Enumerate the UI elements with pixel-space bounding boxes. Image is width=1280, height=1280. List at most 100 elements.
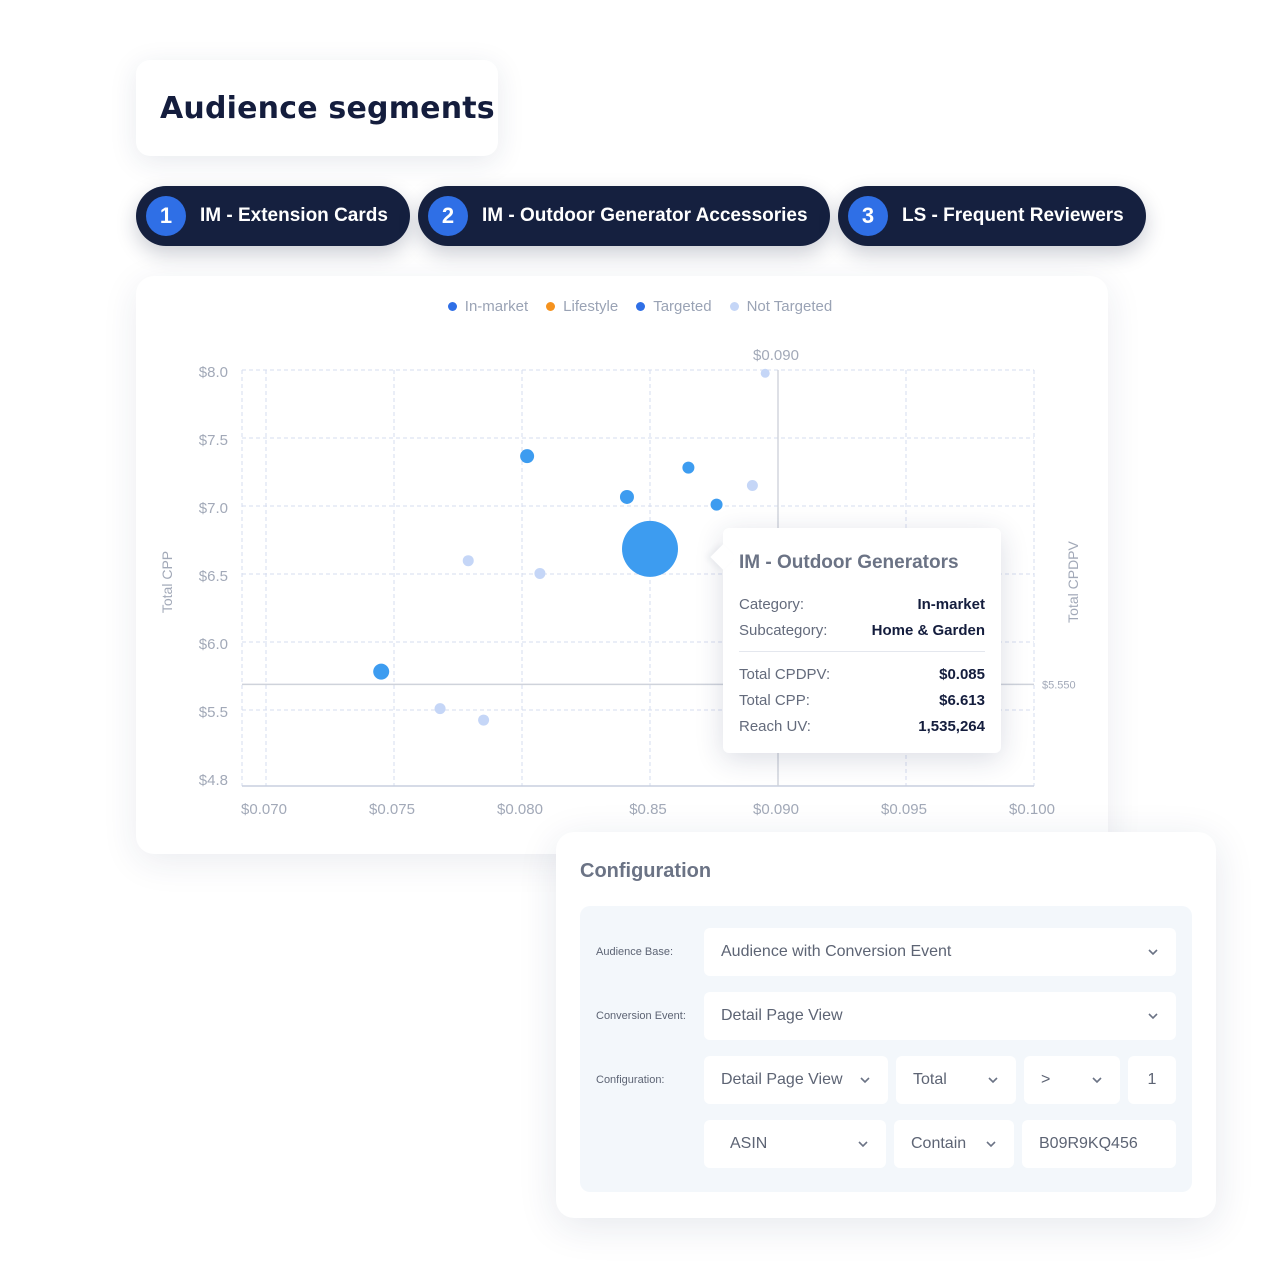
- aggregate-value: Total: [913, 1071, 947, 1088]
- legend-item-lifestyle[interactable]: Lifestyle: [546, 298, 618, 315]
- aggregate-select[interactable]: Total: [896, 1056, 1016, 1104]
- audience-base-value: Audience with Conversion Event: [721, 943, 952, 960]
- config-event-select[interactable]: Detail Page View: [704, 1056, 888, 1104]
- tooltip-key: Total CPDPV:: [739, 666, 831, 683]
- match-value: Contain: [911, 1135, 967, 1152]
- x-tick-label: $0.090: [753, 801, 799, 818]
- configuration-panel: Audience Base: Audience with Conversion …: [580, 906, 1192, 1192]
- legend-item-not-targeted[interactable]: Not Targeted: [729, 298, 833, 315]
- tooltip-key: Reach UV:: [739, 718, 811, 735]
- tooltip-key: Total CPP:: [739, 692, 810, 709]
- tooltip-row: Subcategory: Home & Garden: [739, 622, 985, 639]
- segment-pill-3[interactable]: 3 LS - Frequent Reviewers: [838, 186, 1146, 246]
- not-targeted-point: [434, 703, 446, 715]
- operator-select[interactable]: >: [1024, 1056, 1120, 1104]
- conversion-event-label: Conversion Event:: [596, 1010, 686, 1022]
- legend-dot-icon: [447, 302, 457, 311]
- legend-label: In-market: [464, 298, 529, 315]
- audience-base-label: Audience Base:: [596, 946, 674, 958]
- tooltip-key: Subcategory:: [739, 622, 828, 639]
- y-tick-label: $5.5: [199, 704, 228, 721]
- configuration-row-label: Configuration:: [596, 1074, 665, 1086]
- tooltip-value: $0.085: [939, 666, 985, 683]
- legend-item-in-market[interactable]: In-market: [447, 298, 529, 315]
- legend-label: Not Targeted: [746, 298, 833, 315]
- targeted-point: [622, 520, 678, 577]
- legend-label: Lifestyle: [563, 298, 619, 315]
- x-tick-label: $0.100: [1009, 801, 1055, 818]
- not-targeted-point: [462, 555, 474, 567]
- segment-label: LS - Frequent Reviewers: [902, 205, 1124, 226]
- not-targeted-point: [760, 368, 770, 378]
- tooltip-value: 1,535,264: [918, 718, 985, 735]
- config-event-value: Detail Page View: [721, 1071, 843, 1088]
- legend-dot-icon: [636, 302, 646, 311]
- y-tick-label: $6.0: [199, 636, 228, 653]
- tooltip-divider: [739, 651, 985, 652]
- tooltip-value: $6.613: [939, 692, 985, 709]
- y-tick-label: $7.0: [199, 500, 228, 517]
- y-tick-label: $6.5: [199, 568, 228, 585]
- asin-value: B09R9KQ456: [1039, 1135, 1138, 1152]
- y-axis-title: Total CPP: [159, 551, 175, 613]
- attribute-select[interactable]: ASIN: [704, 1120, 886, 1168]
- audience-base-select[interactable]: Audience with Conversion Event: [704, 928, 1176, 976]
- segment-number-badge: 3: [848, 196, 888, 236]
- y-tick-label: $7.5: [199, 432, 228, 449]
- chevron-down-icon: [1092, 1077, 1102, 1084]
- x-tick-label: $0.075: [369, 801, 415, 818]
- segment-number-badge: 1: [146, 196, 186, 236]
- chevron-down-icon: [988, 1077, 998, 1084]
- match-select[interactable]: Contain: [894, 1120, 1014, 1168]
- tooltip-row: Category: In-market: [739, 596, 985, 613]
- targeted-point: [520, 449, 535, 464]
- conversion-event-select[interactable]: Detail Page View: [704, 992, 1176, 1040]
- configuration-card: Configuration Audience Base: Audience wi…: [556, 832, 1216, 1218]
- page-title: Audience segments: [160, 90, 495, 126]
- tooltip-value: In-market: [917, 596, 985, 613]
- count-value: 1: [1147, 1071, 1157, 1088]
- targeted-point: [682, 461, 695, 474]
- chevron-down-icon: [986, 1141, 996, 1148]
- targeted-point: [710, 498, 723, 511]
- y-tick-label: $4.8: [199, 772, 228, 789]
- chart-tooltip: IM - Outdoor Generators Category: In-mar…: [723, 528, 1001, 753]
- tooltip-key: Category:: [739, 596, 805, 613]
- tooltip-row: Reach UV: 1,535,264: [739, 718, 985, 735]
- y2-axis-title: Total CPDPV: [1065, 540, 1081, 622]
- chart-legend: In-market Lifestyle Targeted Not Targete…: [0, 298, 1280, 315]
- count-input[interactable]: 1: [1128, 1056, 1176, 1104]
- reference-label-y: $5.550: [1042, 679, 1076, 691]
- y-tick-label: $8.0: [199, 364, 228, 381]
- legend-item-targeted[interactable]: Targeted: [636, 298, 712, 315]
- tooltip-value: Home & Garden: [871, 622, 985, 639]
- segment-number-badge: 2: [428, 196, 468, 236]
- legend-dot-icon: [729, 302, 739, 311]
- conversion-event-value: Detail Page View: [721, 1007, 843, 1024]
- targeted-point: [619, 489, 634, 504]
- x-tick-label: $0.095: [881, 801, 927, 818]
- scatter-chart: $8.0 $7.5 $7.0 $6.5 $6.0 $5.5 $4.8 $0.070 $0.075…: [159, 347, 1081, 818]
- chevron-down-icon: [1148, 1013, 1158, 1020]
- tooltip-row: Total CPDPV: $0.085: [739, 666, 985, 683]
- asin-input[interactable]: B09R9KQ456: [1022, 1120, 1176, 1168]
- chevron-down-icon: [1148, 949, 1158, 956]
- x-tick-label: $0.85: [629, 801, 667, 818]
- attribute-value: ASIN: [730, 1135, 768, 1152]
- operator-value: >: [1041, 1071, 1051, 1088]
- configuration-title: Configuration: [580, 860, 712, 882]
- not-targeted-point: [534, 567, 546, 579]
- legend-dot-icon: [546, 302, 556, 311]
- legend-label: Targeted: [653, 298, 712, 315]
- chevron-down-icon: [860, 1077, 870, 1084]
- not-targeted-point: [746, 479, 758, 491]
- segment-pill-2[interactable]: 2 IM - Outdoor Generator Accessories: [418, 186, 830, 246]
- x-tick-label: $0.080: [497, 801, 543, 818]
- tooltip-row: Total CPP: $6.613: [739, 692, 985, 709]
- segment-pill-1[interactable]: 1 IM - Extension Cards: [136, 186, 410, 246]
- title-card: Audience segments: [136, 60, 498, 156]
- reference-label-x: $0.090: [753, 347, 799, 364]
- targeted-point: [373, 663, 390, 680]
- tooltip-title: IM - Outdoor Generators: [739, 552, 959, 573]
- segment-label: IM - Outdoor Generator Accessories: [482, 205, 808, 226]
